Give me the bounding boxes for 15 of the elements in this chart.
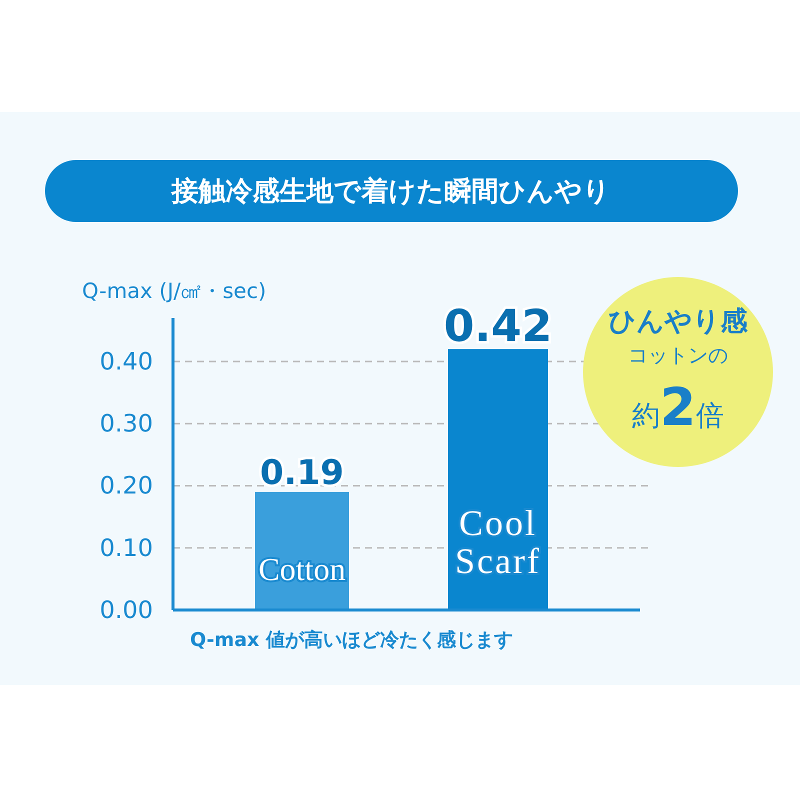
annotation: コットンの: [628, 343, 728, 367]
y-tick-label: 0.10: [100, 534, 153, 562]
chart-title: 接触冷感生地で着けた瞬間ひんやり: [170, 176, 610, 207]
y-tick-label: 0.00: [100, 596, 153, 624]
annotation: 約2倍: [632, 378, 724, 438]
y-tick-label: 0.40: [100, 347, 153, 376]
text: Q-max 値が高いほど冷たく感じます: [190, 629, 513, 651]
x-tick-label: Cool Scarf: [455, 503, 541, 581]
y-axis-title: Q-max (J/㎠・sec): [82, 279, 266, 303]
y-tick-label: 0.20: [100, 472, 153, 500]
data-label: 0.42: [444, 301, 552, 352]
y-tick-label: 0.30: [100, 410, 153, 438]
x-tick-label: Cotton: [258, 551, 346, 587]
annotation: ひんやり感: [608, 306, 748, 336]
data-label: 0.19: [260, 452, 344, 493]
